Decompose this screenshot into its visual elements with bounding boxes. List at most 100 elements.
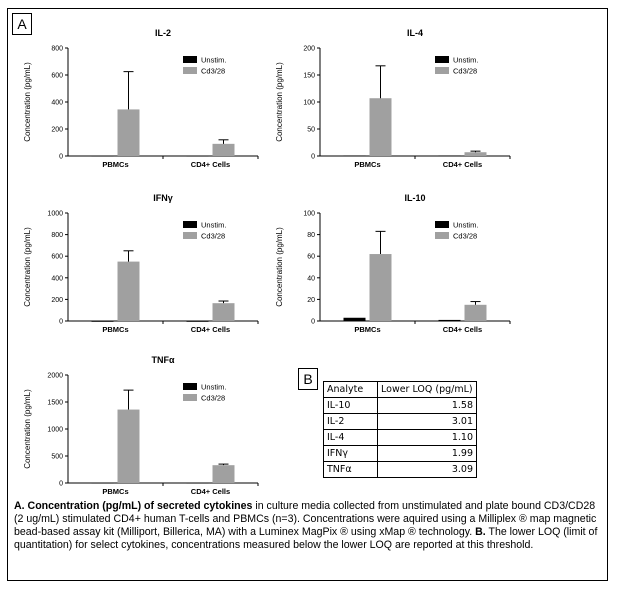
loq-header-value: Lower LOQ (pg/mL) xyxy=(377,381,477,398)
y-tick-label: 500 xyxy=(51,454,63,461)
x-tick-label: PBMCs xyxy=(102,487,128,496)
bar-unstim xyxy=(91,321,114,322)
legend-swatch xyxy=(435,56,449,63)
legend-label: Unstim. xyxy=(453,221,478,230)
y-tick-label: 100 xyxy=(303,211,315,218)
bar-stim xyxy=(212,143,235,156)
loq-table-header-row: Analyte Lower LOQ (pg/mL) xyxy=(323,381,477,398)
legend-swatch xyxy=(183,56,197,63)
chart-ifng: IFNγ Concentration (pg/mL) 0 200 400 600 800 10… xyxy=(23,193,259,334)
legend-swatch xyxy=(435,232,449,239)
y-tick-label: 600 xyxy=(51,254,63,261)
bar-unstim xyxy=(186,482,209,484)
y-tick-label: 150 xyxy=(303,73,315,80)
bar-stim xyxy=(117,109,140,156)
loq-analyte: IFNγ xyxy=(323,445,378,462)
table-row: IL-4 1.10 xyxy=(323,429,477,446)
bar-unstim xyxy=(438,319,461,321)
x-tick-label: CD4+ Cells xyxy=(191,487,230,496)
y-tick-label: 600 xyxy=(51,73,63,80)
y-tick-label: 400 xyxy=(51,275,63,282)
chart-il10: IL-10 Concentration (pg/mL) 0 20 40 60 80 100 PB… xyxy=(275,193,511,334)
loq-value: 1.10 xyxy=(377,429,477,446)
y-tick-label: 200 xyxy=(51,127,63,134)
chart-title: IL-2 xyxy=(155,28,171,38)
x-tick-label: PBMCs xyxy=(102,325,128,334)
bar-stim xyxy=(212,303,235,321)
legend-swatch xyxy=(435,221,449,228)
legend-label: Cd3/28 xyxy=(201,394,225,403)
y-tick-label: 1500 xyxy=(47,400,63,407)
y-axis-label: Concentration (pg/mL) xyxy=(23,62,32,142)
loq-value: 1.58 xyxy=(377,397,477,414)
legend-swatch xyxy=(183,221,197,228)
chart-tnfa: TNFα Concentration (pg/mL) 0 500 1000 1500 200… xyxy=(23,355,259,496)
legend-swatch xyxy=(183,394,197,401)
loq-value: 3.01 xyxy=(377,413,477,430)
y-tick-label: 200 xyxy=(303,46,315,53)
y-tick-label: 200 xyxy=(51,297,63,304)
y-tick-label: 0 xyxy=(311,154,315,161)
y-tick-label: 100 xyxy=(303,100,315,107)
table-row: IL-10 1.58 xyxy=(323,397,477,414)
figure-caption: A. Concentration (pg/mL) of secreted cyt… xyxy=(14,500,600,552)
table-row: IFNγ 1.99 xyxy=(323,445,477,462)
y-tick-label: 800 xyxy=(51,46,63,53)
legend-label: Cd3/28 xyxy=(453,67,477,76)
y-tick-label: 60 xyxy=(307,254,315,261)
panel-a-label: A xyxy=(12,13,32,35)
x-tick-label: PBMCs xyxy=(102,160,128,169)
chart-title: TNFα xyxy=(151,355,174,365)
bar-unstim xyxy=(91,482,114,484)
bar-unstim xyxy=(91,155,114,157)
y-tick-label: 800 xyxy=(51,232,63,239)
panel-b-label: B xyxy=(298,368,318,390)
bar-unstim xyxy=(438,155,461,157)
y-tick-label: 50 xyxy=(307,127,315,134)
legend-label: Cd3/28 xyxy=(201,232,225,241)
y-tick-label: 20 xyxy=(307,297,315,304)
loq-analyte: IL-2 xyxy=(323,413,378,430)
chart-title: IFNγ xyxy=(153,193,173,203)
y-tick-label: 400 xyxy=(51,100,63,107)
chart-il2: IL-2 Concentration (pg/mL) 0 200 400 600 800 PB… xyxy=(23,28,259,169)
loq-analyte: IL-10 xyxy=(323,397,378,414)
table-row: TNFα 3.09 xyxy=(323,461,477,478)
loq-analyte: IL-4 xyxy=(323,429,378,446)
x-tick-label: CD4+ Cells xyxy=(191,325,230,334)
y-axis-label: Concentration (pg/mL) xyxy=(23,389,32,469)
legend-swatch xyxy=(183,67,197,74)
caption-b-label: B. xyxy=(475,526,486,538)
y-tick-label: 0 xyxy=(311,319,315,326)
x-tick-label: PBMCs xyxy=(354,160,380,169)
caption-a-label: A. Concentration (pg/mL) of secreted cyt… xyxy=(14,500,253,512)
legend-label: Unstim. xyxy=(201,56,226,65)
x-tick-label: CD4+ Cells xyxy=(443,160,482,169)
figure-frame xyxy=(7,8,608,581)
bar-unstim xyxy=(186,155,209,157)
y-axis-label: Concentration (pg/mL) xyxy=(23,227,32,307)
caption-b-text: The lower LOQ (limit of quantitation) fo… xyxy=(14,526,598,551)
legend-label: Cd3/28 xyxy=(201,67,225,76)
chart-il4: IL-4 Concentration (pg/mL) 0 50 100 150 200 PBM… xyxy=(275,28,511,169)
y-axis-label: Concentration (pg/mL) xyxy=(275,227,284,307)
loq-table: Analyte Lower LOQ (pg/mL) IL-10 1.58 IL-… xyxy=(323,381,477,478)
bar-stim xyxy=(117,261,140,321)
bar-unstim xyxy=(343,155,366,157)
loq-header-analyte: Analyte xyxy=(323,381,378,398)
x-tick-label: CD4+ Cells xyxy=(443,325,482,334)
loq-analyte: TNFα xyxy=(323,461,378,478)
y-tick-label: 0 xyxy=(59,319,63,326)
legend-label: Unstim. xyxy=(201,383,226,392)
y-tick-label: 80 xyxy=(307,232,315,239)
legend-swatch xyxy=(435,67,449,74)
y-tick-label: 0 xyxy=(59,154,63,161)
bar-stim xyxy=(369,98,392,156)
bar-unstim xyxy=(343,317,366,321)
bar-stim xyxy=(369,254,392,321)
legend-label: Cd3/28 xyxy=(453,232,477,241)
legend-swatch xyxy=(183,232,197,239)
chart-title: IL-10 xyxy=(404,193,425,203)
legend-swatch xyxy=(183,383,197,390)
bar-stim xyxy=(464,152,487,156)
